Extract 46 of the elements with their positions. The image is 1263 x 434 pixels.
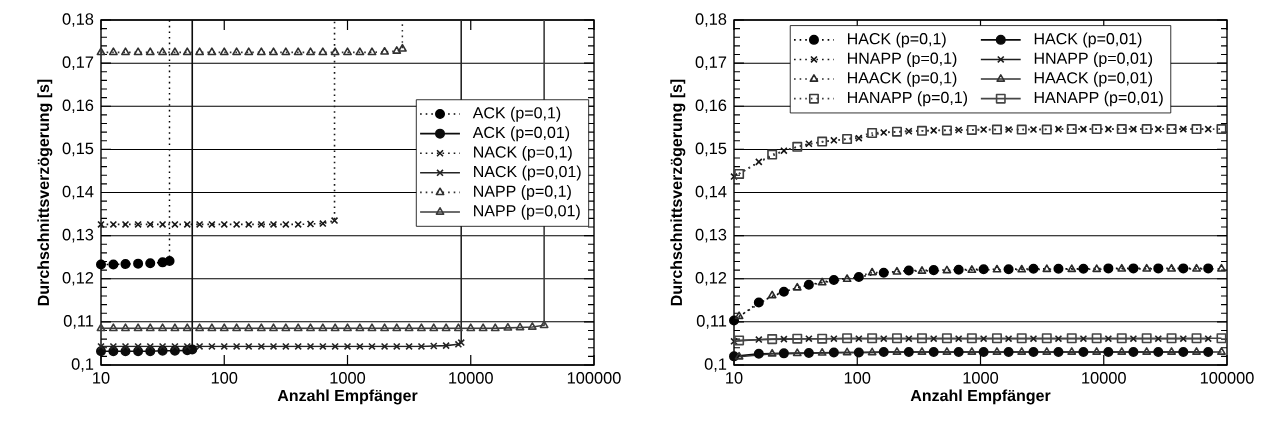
legend-label: NACK (p=0,01) xyxy=(474,165,581,181)
y-tick-label: 0,15 xyxy=(695,142,727,157)
y-tick-label: 0,11 xyxy=(696,315,727,329)
y-tick-label: 0,18 xyxy=(62,13,94,27)
y-tick-label: 0,16 xyxy=(695,99,727,114)
y-tick-label: 0,14 xyxy=(695,185,727,200)
y-axis-title: Durchschnittsverzögerung [s] xyxy=(670,79,686,306)
y-tick-label: 0,12 xyxy=(62,271,94,286)
legend-label: HAACK (p=0,01) xyxy=(1034,71,1153,87)
y-tick-label: 0,17 xyxy=(695,56,727,70)
y-tick-label: 0,15 xyxy=(62,142,94,157)
y-tick-label: 0,12 xyxy=(695,271,727,286)
y-tick-label: 0,13 xyxy=(62,228,94,243)
x-tick-label: 10000 xyxy=(1082,372,1126,384)
x-tick-label: 100000 xyxy=(1200,372,1254,384)
x-axis-title: Anzahl Empfänger xyxy=(910,389,1051,405)
legend-label: HNAPP (p=0,01) xyxy=(1034,52,1153,68)
x-axis-title: Anzahl Empfänger xyxy=(277,389,418,405)
x-tick-label: 100000 xyxy=(567,372,621,384)
legend-label: NACK (p=0,1) xyxy=(474,145,572,161)
x-tick-label: 10 xyxy=(93,372,110,384)
legend-label: NAPP (p=0,01) xyxy=(474,204,580,220)
x-tick-label: 100 xyxy=(844,372,871,384)
y-tick-label: 0,1 xyxy=(71,358,94,372)
legend-label: HAACK (p=0,1) xyxy=(847,71,957,87)
legend-label: HACK (p=0,1) xyxy=(847,32,946,48)
x-tick-label: 1000 xyxy=(330,372,366,384)
y-tick-label: 0,17 xyxy=(62,56,94,70)
x-tick-label: 1000 xyxy=(963,372,999,384)
y-tick-label: 0,11 xyxy=(63,315,94,329)
legend-label: ACK (p=0,01) xyxy=(472,126,570,142)
y-tick-label: 0,14 xyxy=(62,185,94,200)
y-tick-label: 0,1 xyxy=(704,358,727,372)
y-tick-label: 0,13 xyxy=(695,228,727,243)
legend-label: NAPP (p=0,1) xyxy=(474,185,571,201)
x-tick-label: 100 xyxy=(211,372,238,384)
legend-label: HACK (p=0,01) xyxy=(1034,32,1142,48)
x-tick-label: 10 xyxy=(726,372,743,384)
legend-label: HANAPP (p=0,01) xyxy=(1034,91,1163,107)
y-tick-label: 0,16 xyxy=(62,99,94,114)
y-tick-label: 0,18 xyxy=(695,13,727,27)
legend-label: ACK (p=0,1) xyxy=(472,106,561,122)
x-tick-label: 10000 xyxy=(449,372,493,384)
legend-label: HNAPP (p=0,1) xyxy=(847,52,957,68)
y-axis-title: Durchschnittsverzögerung [s] xyxy=(37,79,53,306)
legend-label: HANAPP (p=0,1) xyxy=(847,91,968,107)
